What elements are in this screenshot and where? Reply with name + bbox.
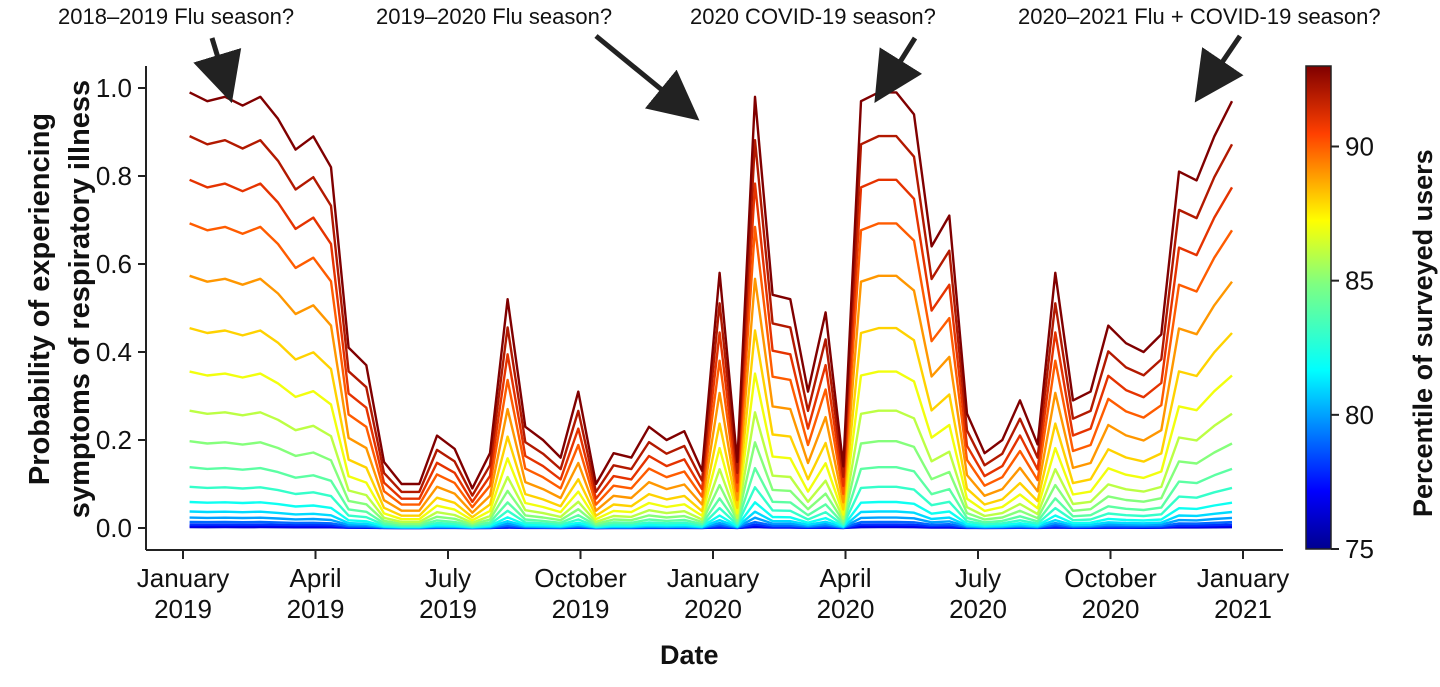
annotation-arrow-3 (874, 36, 923, 103)
annotation-arrow-2 (594, 34, 700, 121)
colorbar-tick-label: 80 (1345, 400, 1374, 430)
y-axis-label-line2: symptoms of respiratory illness (64, 79, 96, 519)
annotation-2018-2019-flu: 2018–2019 Flu season? (58, 4, 295, 29)
x-tick-label-year: 2020 (684, 594, 742, 624)
x-tick-label-month: April (289, 563, 341, 593)
colorbar-label: Percentile of surveyed users (1408, 149, 1438, 517)
axes: 0.00.20.40.60.81.0January2019April2019Ju… (96, 66, 1289, 624)
series-line-p85 (189, 440, 1233, 526)
series-line-p88 (189, 326, 1233, 519)
x-tick-label-month: October (1064, 563, 1157, 593)
x-tick-label-month: January (137, 563, 230, 593)
annotation-arrows (193, 34, 1244, 121)
series-line-p87 (189, 370, 1233, 522)
x-axis-label: Date (660, 640, 719, 670)
y-tick-label: 0.6 (96, 249, 132, 279)
series-line-p83 (189, 485, 1233, 528)
y-tick-label: 0.0 (96, 513, 132, 543)
annotation-arrow-4 (1194, 34, 1244, 103)
x-tick-label-year: 2019 (154, 594, 212, 624)
series-line-p86 (189, 409, 1233, 524)
annotation-2020-covid: 2020 COVID-19 season? (690, 4, 936, 29)
y-axis-label-line1: Probability of experiencing (24, 112, 56, 486)
series-line-p82 (189, 500, 1233, 529)
x-tick-label-month: July (955, 563, 1001, 593)
x-tick-label-month: July (425, 563, 471, 593)
x-tick-label-year: 2020 (949, 594, 1007, 624)
y-tick-label: 0.8 (96, 161, 132, 191)
colorbar: 75 80 85 90 (1305, 65, 1374, 564)
y-tick-label: 0.2 (96, 425, 132, 455)
x-tick-label-month: October (534, 563, 627, 593)
x-tick-label-year: 2019 (287, 594, 345, 624)
annotation-2020-2021-flu-covid: 2020–2021 Flu + COVID-19 season? (1018, 4, 1381, 29)
x-tick-label-year: 2020 (817, 594, 875, 624)
series-line-p84 (189, 466, 1233, 527)
y-axis-label: Probability of experiencing symptoms of … (20, 39, 100, 559)
colorbar-tick-label: 75 (1345, 534, 1374, 564)
colorbar-tick-label: 85 (1345, 266, 1374, 296)
x-tick-label-month: April (819, 563, 871, 593)
colorbar-tick-label: 90 (1345, 132, 1374, 162)
annotation-arrow-1 (193, 37, 242, 104)
series-line-p89 (189, 274, 1233, 514)
annotation-2019-2020-flu: 2019–2020 Flu season? (376, 4, 613, 29)
series-line-p93 (189, 91, 1234, 490)
series-group (189, 91, 1234, 530)
x-tick-label-month: January (667, 563, 760, 593)
series-line-p91 (189, 178, 1234, 504)
y-tick-label: 0.4 (96, 337, 132, 367)
y-tick-label: 1.0 (96, 73, 132, 103)
x-tick-label-year: 2019 (552, 594, 610, 624)
x-tick-label-month: January (1197, 563, 1290, 593)
x-tick-label-year: 2021 (1214, 594, 1272, 624)
series-line-p92 (189, 134, 1234, 497)
series-line-p90 (189, 222, 1234, 509)
series-line-p81 (189, 510, 1233, 529)
colorbar-gradient (1305, 65, 1332, 550)
x-tick-label-year: 2019 (419, 594, 477, 624)
series-line-p80 (189, 516, 1233, 529)
x-tick-label-year: 2020 (1082, 594, 1140, 624)
